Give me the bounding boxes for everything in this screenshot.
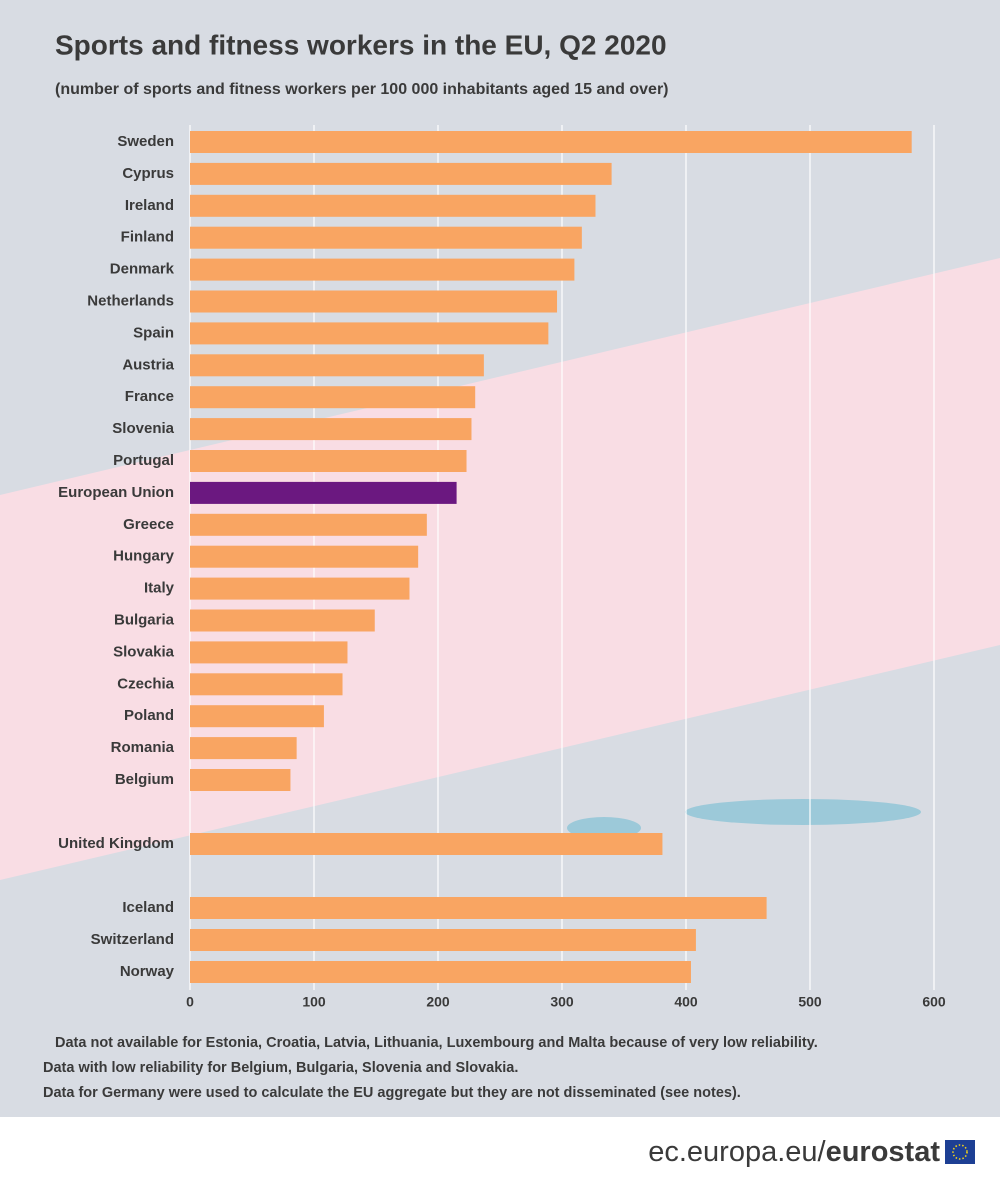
x-tick-label: 500 bbox=[798, 994, 822, 1010]
footer-text: ec.europa.eu/eurostat bbox=[648, 1136, 940, 1168]
bar bbox=[190, 258, 575, 281]
bar bbox=[190, 386, 476, 409]
note: Data not available for Estonia, Croatia,… bbox=[55, 1035, 818, 1051]
y-tick-label: France bbox=[125, 388, 174, 405]
y-tick-label: Cyprus bbox=[122, 165, 174, 182]
x-tick-label: 300 bbox=[550, 994, 574, 1010]
y-tick-label: Sweden bbox=[117, 133, 174, 150]
y-tick-label: United Kingdom bbox=[58, 835, 174, 852]
bar bbox=[190, 194, 596, 217]
x-tick-label: 600 bbox=[922, 994, 946, 1010]
bar bbox=[190, 226, 582, 249]
bar bbox=[190, 322, 549, 345]
y-tick-label: Czechia bbox=[117, 675, 174, 692]
bar bbox=[190, 641, 348, 664]
bar bbox=[190, 961, 691, 983]
y-tick-label: Hungary bbox=[113, 548, 175, 565]
bar bbox=[190, 705, 324, 728]
bar bbox=[190, 418, 472, 441]
y-tick-label: Portugal bbox=[113, 452, 174, 469]
bar bbox=[190, 577, 410, 600]
y-tick-label: Belgium bbox=[115, 771, 174, 788]
y-tick-label: Greece bbox=[123, 516, 174, 533]
footer-bg bbox=[0, 1117, 1000, 1187]
y-tick-label: Spain bbox=[133, 324, 174, 341]
note: Data for Germany were used to calculate … bbox=[43, 1085, 741, 1101]
y-tick-label: Finland bbox=[121, 229, 174, 246]
eu-stars bbox=[952, 1144, 968, 1160]
y-tick-label: Netherlands bbox=[87, 292, 174, 309]
bar bbox=[190, 833, 663, 855]
bar bbox=[190, 290, 558, 313]
footer-site: ec.europa.eu/ bbox=[648, 1136, 826, 1168]
bar bbox=[190, 450, 467, 472]
decor-shadow bbox=[685, 799, 921, 825]
bar bbox=[190, 162, 612, 185]
x-tick-label: 400 bbox=[674, 994, 698, 1010]
chart-title: Sports and fitness workers in the EU, Q2… bbox=[55, 29, 667, 60]
x-tick-label: 100 bbox=[302, 994, 326, 1010]
y-tick-label: Slovenia bbox=[112, 420, 174, 437]
y-tick-label: Ireland bbox=[125, 197, 174, 214]
eu-flag bbox=[945, 1140, 975, 1164]
y-tick-label: Italy bbox=[144, 580, 175, 597]
bars bbox=[190, 131, 912, 983]
y-tick-label: Bulgaria bbox=[114, 611, 175, 628]
bar bbox=[190, 769, 291, 791]
x-tick-label: 200 bbox=[426, 994, 450, 1010]
y-tick-label: European Union bbox=[58, 484, 174, 501]
bar bbox=[190, 673, 343, 696]
bar bbox=[190, 513, 427, 536]
bar bbox=[190, 354, 484, 377]
y-tick-label: Denmark bbox=[110, 261, 175, 278]
footer-brand: eurostat bbox=[826, 1136, 941, 1168]
bar bbox=[190, 131, 912, 153]
bar bbox=[190, 929, 696, 951]
bar bbox=[190, 737, 297, 760]
note: Data with low reliability for Belgium, B… bbox=[43, 1060, 518, 1076]
bar bbox=[190, 897, 767, 919]
y-tick-label: Romania bbox=[111, 739, 175, 756]
y-tick-label: Switzerland bbox=[91, 931, 174, 948]
chart-subtitle: (number of sports and fitness workers pe… bbox=[55, 81, 669, 98]
y-tick-label: Poland bbox=[124, 707, 174, 724]
x-tick-label: 0 bbox=[186, 994, 194, 1010]
bar bbox=[190, 609, 375, 632]
y-tick-label: Norway bbox=[120, 963, 175, 980]
bar bbox=[190, 545, 419, 568]
bar bbox=[190, 481, 457, 504]
y-tick-label: Slovakia bbox=[113, 643, 175, 660]
y-tick-label: Iceland bbox=[122, 899, 174, 916]
y-tick-label: Austria bbox=[122, 356, 174, 373]
